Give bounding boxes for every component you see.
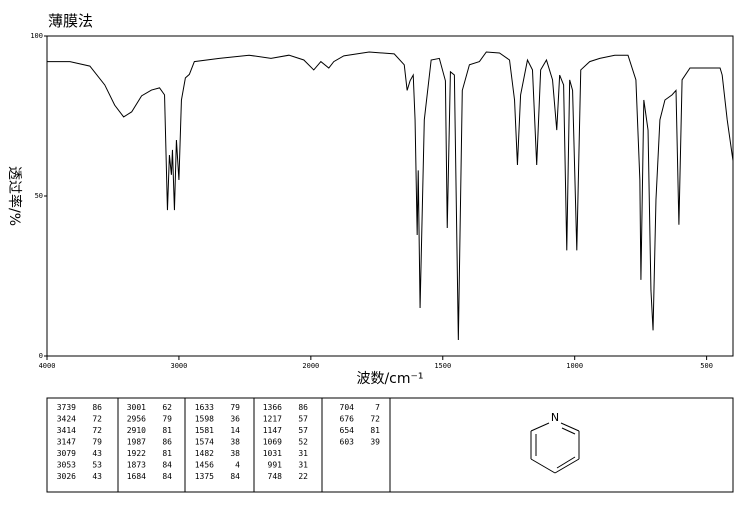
peak-transmittance: 57 [298,426,308,435]
peak-wavenumber: 1574 [195,438,214,447]
peak-transmittance: 52 [298,438,308,447]
peak-wavenumber: 1147 [263,426,282,435]
peak-wavenumber: 3424 [57,415,76,424]
peak-wavenumber: 1581 [195,426,214,435]
x-tick-label: 500 [700,362,713,370]
peak-transmittance: 39 [370,438,380,447]
peak-wavenumber: 3147 [57,438,76,447]
peak-wavenumber: 3026 [57,472,76,481]
bond [530,458,556,474]
x-tick-label: 3000 [170,362,187,370]
peak-transmittance: 84 [230,472,240,481]
peak-wavenumber: 3414 [57,426,76,435]
peak-wavenumber: 1366 [263,403,282,412]
peak-wavenumber: 2910 [127,426,146,435]
y-tick-label: 50 [35,192,43,200]
peak-wavenumber: 704 [340,403,355,412]
peak-wavenumber: 1031 [263,449,282,458]
peak-wavenumber: 1482 [195,449,214,458]
peak-wavenumber: 1598 [195,415,214,424]
peak-transmittance: 72 [92,415,102,424]
peak-wavenumber: 1922 [127,449,146,458]
peak-transmittance: 79 [230,403,240,412]
peak-transmittance: 14 [230,426,240,435]
peak-transmittance: 86 [162,438,172,447]
peak-wavenumber: 2956 [127,415,146,424]
peak-wavenumber: 654 [340,426,355,435]
peak-transmittance: 84 [162,472,172,481]
chart-title: 薄膜法 [48,12,93,30]
peak-wavenumber: 1684 [127,472,146,481]
peak-transmittance: 31 [298,449,308,458]
x-tick-label: 1000 [566,362,583,370]
peak-wavenumber: 748 [268,472,283,481]
peak-transmittance: 79 [92,438,102,447]
x-tick-label: 2000 [302,362,319,370]
y-tick-label: 100 [30,32,43,40]
peak-wavenumber: 1873 [127,461,146,470]
y-axis-label: 透过率/% [6,166,23,226]
peak-transmittance: 86 [92,403,102,412]
x-tick-label: 4000 [39,362,56,370]
peak-transmittance: 72 [92,426,102,435]
peak-wavenumber: 991 [268,461,283,470]
peak-wavenumber: 1987 [127,438,146,447]
peak-transmittance: 62 [162,403,172,412]
double-bond [556,456,576,469]
atom-label: N [551,411,559,424]
peak-wavenumber: 1456 [195,461,214,470]
peak-transmittance: 86 [298,403,308,412]
peak-transmittance: 31 [298,461,308,470]
peak-transmittance: 38 [230,449,240,458]
peak-transmittance: 81 [370,426,380,435]
peak-transmittance: 38 [230,438,240,447]
peak-transmittance: 43 [92,449,102,458]
plot-frame [46,35,734,357]
bond [554,458,580,474]
peak-wavenumber: 3079 [57,449,76,458]
peak-transmittance: 72 [370,415,380,424]
x-axis-label: 波数/cm⁻¹ [356,371,423,387]
peak-wavenumber: 603 [340,438,355,447]
peak-wavenumber: 3053 [57,461,76,470]
peak-transmittance: 84 [162,461,172,470]
double-bond [561,427,576,435]
peak-wavenumber: 1069 [263,438,282,447]
spectrum-line [47,51,734,341]
peak-wavenumber: 1375 [195,472,214,481]
peak-transmittance: 22 [298,472,308,481]
peak-wavenumber: 1633 [195,403,214,412]
peak-transmittance: 79 [162,415,172,424]
table-dividers [117,398,391,492]
pyridine-structure [530,422,580,474]
peak-transmittance: 81 [162,426,172,435]
peak-transmittance: 57 [298,415,308,424]
peak-transmittance: 53 [92,461,102,470]
peak-transmittance: 7 [375,403,380,412]
peak-wavenumber: 676 [340,415,355,424]
peak-transmittance: 36 [230,415,240,424]
peak-transmittance: 81 [162,449,172,458]
peak-transmittance: 4 [235,461,240,470]
peak-transmittance: 43 [92,472,102,481]
peak-wavenumber: 1217 [263,415,282,424]
peak-wavenumber: 3739 [57,403,76,412]
peak-wavenumber: 3001 [127,403,146,412]
x-tick-label: 1500 [434,362,451,370]
bond [560,422,580,432]
bond [530,422,550,432]
y-tick-label: 0 [39,352,43,360]
